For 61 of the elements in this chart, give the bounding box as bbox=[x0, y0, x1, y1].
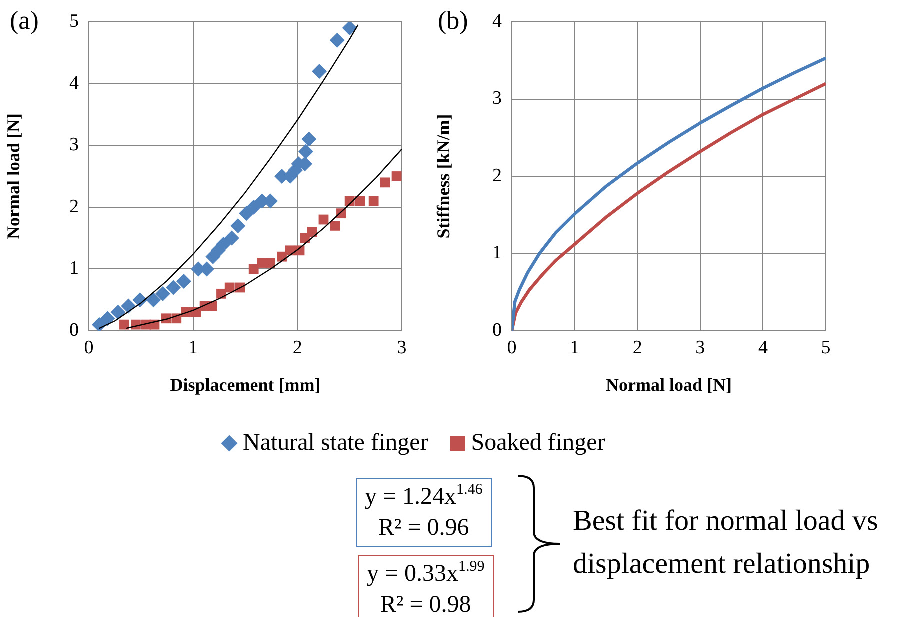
y-tick-label: 4 bbox=[70, 72, 80, 94]
x-tick-label: 1 bbox=[570, 337, 580, 358]
y-tick-label: 5 bbox=[70, 10, 79, 32]
x-tick-label: 5 bbox=[821, 337, 831, 358]
y-tick-label: 0 bbox=[492, 320, 502, 341]
point bbox=[266, 258, 276, 268]
point bbox=[166, 280, 182, 296]
point bbox=[307, 227, 318, 238]
point bbox=[156, 286, 171, 302]
y-tick-label: 0 bbox=[70, 320, 79, 341]
point bbox=[146, 292, 162, 308]
y-tick-label: 4 bbox=[492, 10, 502, 32]
y-tick-label: 3 bbox=[70, 134, 79, 156]
point bbox=[216, 236, 232, 252]
x-tick-label: 0 bbox=[84, 337, 94, 358]
point bbox=[318, 214, 329, 225]
point bbox=[239, 206, 254, 222]
legend-label: Soaked finger bbox=[471, 430, 606, 457]
point bbox=[100, 311, 116, 326]
text: y = 0.33x$^{1.99}$ bbox=[367, 559, 485, 589]
x-tick-label: 4 bbox=[758, 337, 768, 358]
point bbox=[121, 298, 136, 314]
text: y = 1.24x$^{1.46}$ bbox=[365, 482, 483, 512]
text: R² = 0.96 bbox=[378, 514, 470, 542]
point bbox=[298, 144, 314, 160]
y-tick-label: 3 bbox=[492, 88, 502, 110]
point bbox=[312, 64, 328, 79]
y-axis-title: Stiffness [kN/m] bbox=[433, 114, 454, 239]
x-tick-label: 2 bbox=[292, 337, 302, 358]
point bbox=[246, 200, 262, 215]
x-tick-label: 3 bbox=[397, 337, 407, 358]
point bbox=[120, 320, 130, 330]
point bbox=[380, 178, 390, 188]
text: R² = 0.98 bbox=[380, 591, 472, 617]
y-tick-label: 2 bbox=[492, 165, 502, 186]
point bbox=[302, 132, 317, 147]
x-tick-label: 3 bbox=[696, 337, 706, 358]
x-axis-title: Displacement [mm] bbox=[170, 374, 321, 395]
legend-label: Natural state finger bbox=[243, 430, 428, 457]
point bbox=[230, 218, 246, 234]
y-axis-title: Normal load [N] bbox=[3, 114, 24, 240]
x-tick-label: 2 bbox=[632, 337, 642, 358]
x-axis-title: Normal load [N] bbox=[606, 374, 732, 395]
point bbox=[176, 274, 192, 290]
point bbox=[330, 220, 340, 231]
text: Best fit for normal load vs displacement relationship bbox=[573, 504, 880, 582]
point bbox=[224, 282, 235, 293]
point bbox=[248, 264, 259, 274]
y-tick-label: 2 bbox=[70, 196, 79, 218]
x-tick-label: 1 bbox=[188, 337, 198, 358]
point bbox=[330, 33, 345, 48]
y-tick-label: 1 bbox=[492, 242, 502, 264]
point bbox=[110, 304, 126, 320]
chart-title: (b) bbox=[438, 6, 468, 35]
x-tick-label: 0 bbox=[507, 337, 517, 358]
chart-title: (a) bbox=[10, 6, 39, 35]
point bbox=[392, 172, 402, 182]
point bbox=[342, 22, 358, 36]
y-tick-label: 1 bbox=[70, 258, 79, 280]
point bbox=[224, 230, 240, 246]
point bbox=[368, 196, 379, 206]
